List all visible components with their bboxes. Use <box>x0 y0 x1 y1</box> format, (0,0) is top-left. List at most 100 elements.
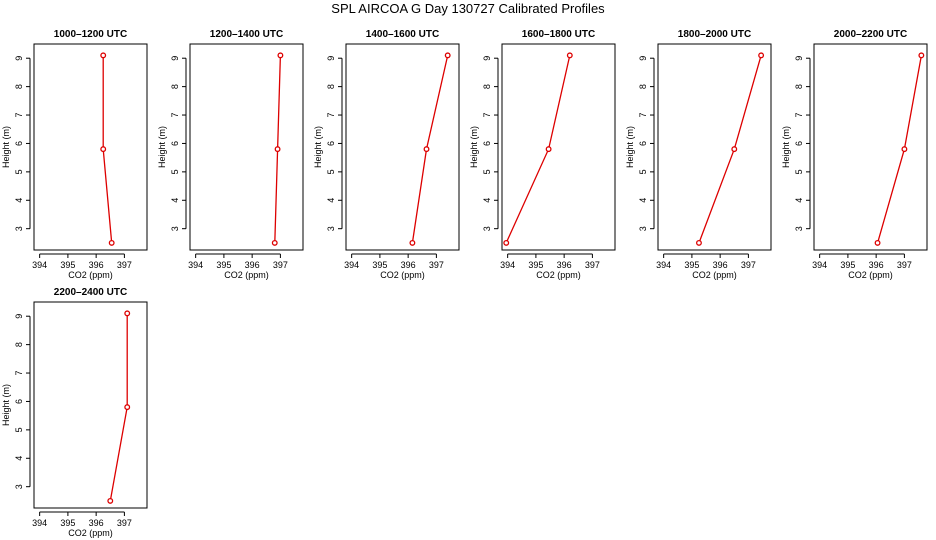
y-tick-label: 4 <box>326 198 336 203</box>
x-tick-label: 396 <box>245 260 260 270</box>
y-tick-label: 3 <box>638 226 648 231</box>
x-tick-label: 397 <box>117 518 132 528</box>
y-tick-label: 9 <box>794 56 804 61</box>
plot-frame <box>33 301 148 509</box>
data-point <box>566 52 573 59</box>
y-tick-label: 4 <box>638 198 648 203</box>
x-tick-label: 396 <box>89 518 104 528</box>
y-tick-label: 3 <box>326 226 336 231</box>
x-tick-label: 397 <box>273 260 288 270</box>
y-tick-label: 6 <box>14 399 24 404</box>
data-point <box>124 404 131 411</box>
y-tick-label: 8 <box>14 342 24 347</box>
data-point <box>918 52 925 59</box>
x-axis-label: CO2 (ppm) <box>848 270 893 280</box>
panel-title: 2200–2400 UTC <box>54 287 127 298</box>
y-tick-label: 3 <box>482 226 492 231</box>
y-tick-label: 8 <box>794 84 804 89</box>
x-axis-label: CO2 (ppm) <box>224 270 269 280</box>
profile-panel: 1200–1400 UTC 394 395 396 397 3 4 5 6 7 8 9 CO2 (ppm… <box>157 29 304 280</box>
y-tick-label: 6 <box>794 141 804 146</box>
y-tick-label: 5 <box>14 169 24 174</box>
y-axis-label: Height (m) <box>313 126 323 168</box>
data-point <box>423 146 430 153</box>
data-point <box>545 146 552 153</box>
data-point <box>503 239 510 246</box>
y-tick-label: 8 <box>638 84 648 89</box>
plot-frame <box>813 43 928 251</box>
x-tick-label: 397 <box>897 260 912 270</box>
y-tick-label: 4 <box>482 198 492 203</box>
y-tick-label: 7 <box>170 113 180 118</box>
x-tick-label: 394 <box>32 260 47 270</box>
y-tick-label: 3 <box>170 226 180 231</box>
y-tick-label: 9 <box>638 56 648 61</box>
profile-panel: 2200–2400 UTC 394 395 396 397 3 4 5 6 7 8 9 CO2 (ppm… <box>1 287 148 538</box>
x-tick-label: 396 <box>89 260 104 270</box>
profile-panel: 1800–2000 UTC 394 395 396 397 3 4 5 6 7 8 9 CO2 (ppm… <box>625 29 772 280</box>
y-axis-label: Height (m) <box>157 126 167 168</box>
data-point <box>100 52 107 59</box>
y-tick-label: 7 <box>14 113 24 118</box>
data-point <box>124 310 131 317</box>
panel-title: 1800–2000 UTC <box>678 29 751 40</box>
y-tick-label: 5 <box>326 169 336 174</box>
y-tick-label: 6 <box>638 141 648 146</box>
y-axis-label: Height (m) <box>1 384 11 426</box>
data-point <box>901 146 908 153</box>
data-point <box>100 146 107 153</box>
panel-title: 2000–2200 UTC <box>834 29 907 40</box>
x-tick-label: 394 <box>188 260 203 270</box>
x-tick-label: 397 <box>117 260 132 270</box>
profile-panel: 1000–1200 UTC 394 395 396 397 3 4 5 6 7 8 9 CO2 (ppm… <box>1 29 148 280</box>
plot-frame <box>33 43 148 251</box>
y-tick-label: 8 <box>170 84 180 89</box>
x-tick-label: 397 <box>429 260 444 270</box>
profile-panel: 2000–2200 UTC 394 395 396 397 3 4 5 6 7 8 9 CO2 (ppm… <box>781 29 928 280</box>
plot-frame <box>345 43 460 251</box>
panel-title: 1600–1800 UTC <box>522 29 595 40</box>
data-point <box>444 52 451 59</box>
y-tick-label: 9 <box>14 314 24 319</box>
x-axis-label: CO2 (ppm) <box>68 270 113 280</box>
plot-frame <box>501 43 616 251</box>
y-tick-label: 4 <box>14 456 24 461</box>
y-tick-label: 6 <box>14 141 24 146</box>
figure-title: SPL AIRCOA G Day 130727 Calibrated Profi… <box>331 1 605 16</box>
x-tick-label: 395 <box>372 260 387 270</box>
data-point <box>107 497 114 504</box>
x-tick-label: 395 <box>216 260 231 270</box>
y-tick-label: 4 <box>14 198 24 203</box>
data-point <box>274 146 281 153</box>
y-tick-label: 5 <box>638 169 648 174</box>
y-tick-label: 7 <box>638 113 648 118</box>
y-tick-label: 6 <box>170 141 180 146</box>
panel-title: 1000–1200 UTC <box>54 29 127 40</box>
x-axis-label: CO2 (ppm) <box>692 270 737 280</box>
y-tick-label: 8 <box>482 84 492 89</box>
y-tick-label: 5 <box>482 169 492 174</box>
x-tick-label: 394 <box>656 260 671 270</box>
data-point <box>874 239 881 246</box>
data-point <box>271 239 278 246</box>
x-tick-label: 394 <box>32 518 47 528</box>
y-tick-label: 9 <box>482 56 492 61</box>
panel-title: 1200–1400 UTC <box>210 29 283 40</box>
x-axis-label: CO2 (ppm) <box>380 270 425 280</box>
profile-line <box>411 55 449 243</box>
panel-title: 1400–1600 UTC <box>366 29 439 40</box>
x-tick-label: 395 <box>528 260 543 270</box>
x-tick-label: 397 <box>585 260 600 270</box>
y-tick-label: 6 <box>326 141 336 146</box>
x-tick-label: 394 <box>812 260 827 270</box>
y-axis-label: Height (m) <box>469 126 479 168</box>
profile-panel: 1400–1600 UTC 394 395 396 397 3 4 5 6 7 8 9 CO2 (ppm… <box>313 29 460 280</box>
y-axis-label: Height (m) <box>1 126 11 168</box>
y-tick-label: 7 <box>326 113 336 118</box>
x-tick-label: 394 <box>500 260 515 270</box>
y-axis-label: Height (m) <box>625 126 635 168</box>
profile-line <box>876 55 923 244</box>
data-point <box>731 146 738 153</box>
x-axis-label: CO2 (ppm) <box>536 270 581 280</box>
